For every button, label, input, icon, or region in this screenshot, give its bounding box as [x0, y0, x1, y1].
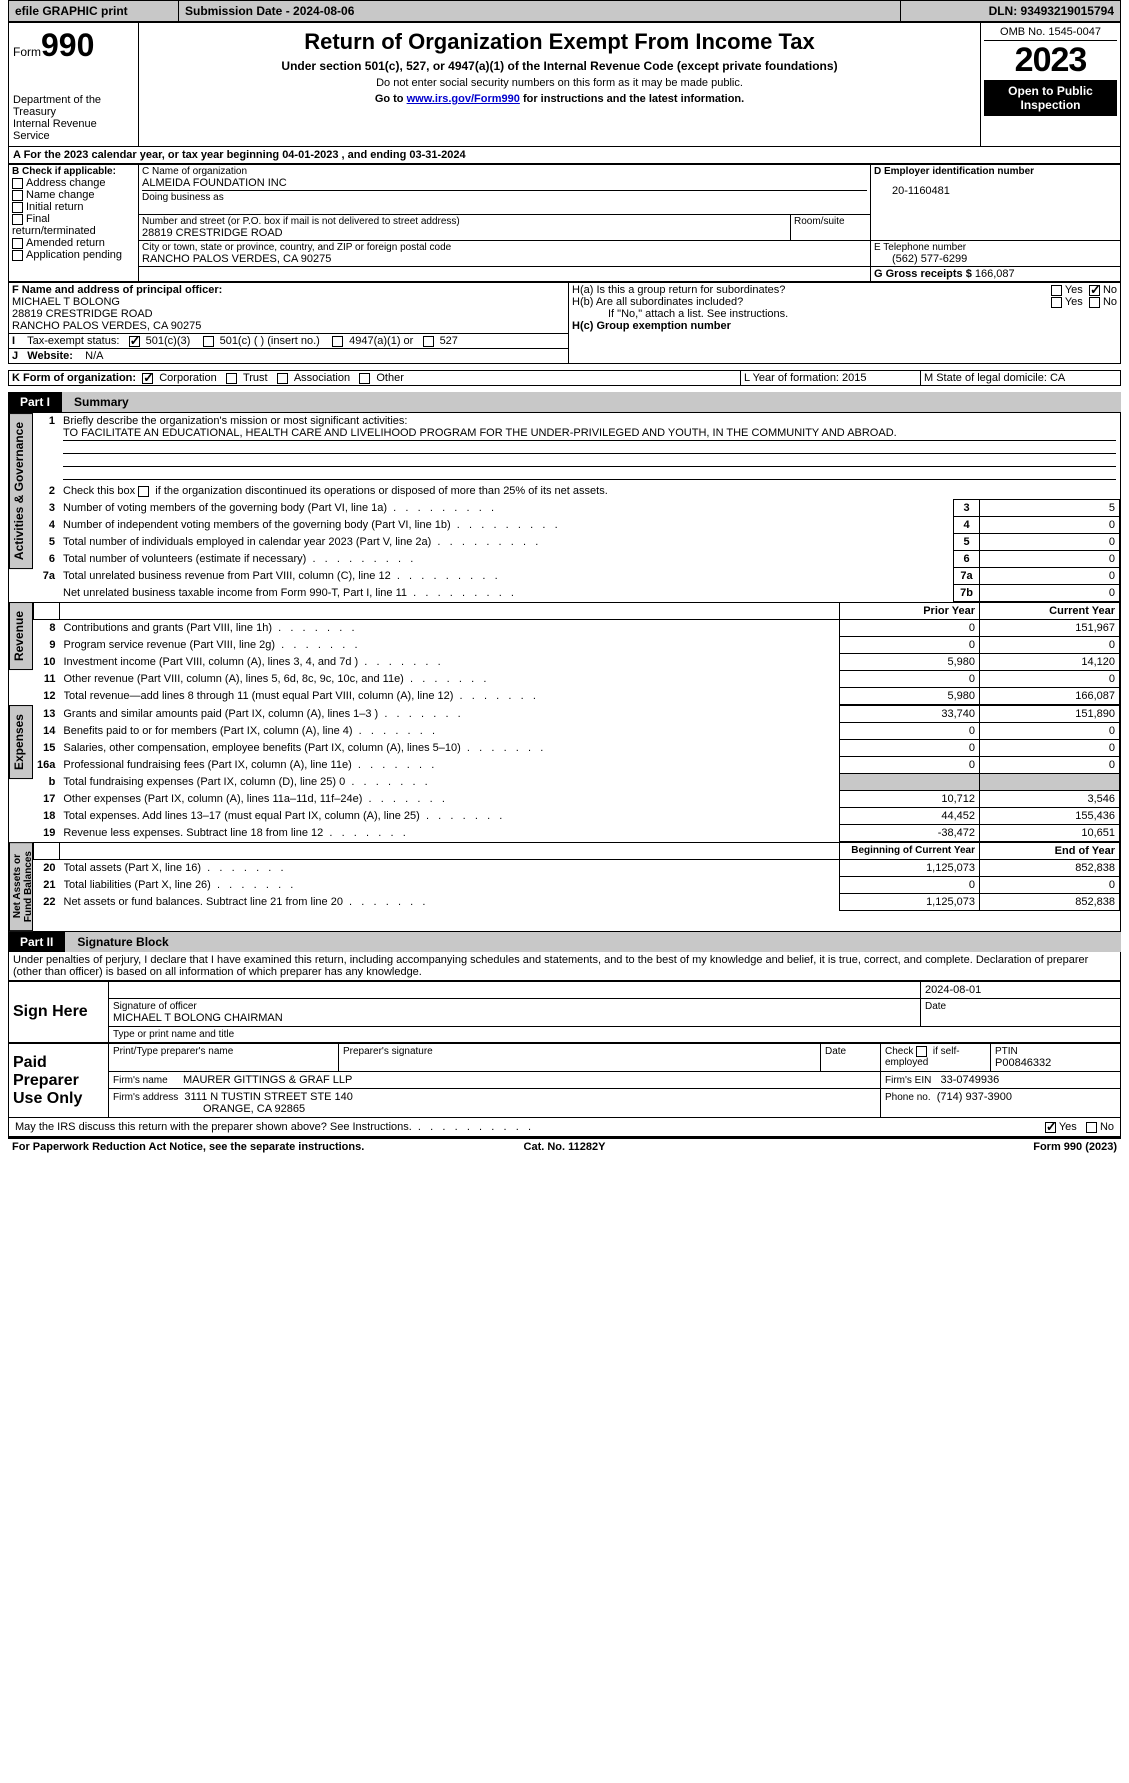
irs-link[interactable]: www.irs.gov/Form990	[407, 93, 520, 105]
checkbox-final-return[interactable]	[12, 214, 23, 225]
form-number-cell: Form990 Department of the Treasury Inter…	[9, 23, 139, 147]
submission-date: Submission Date - 2024-08-06	[179, 1, 901, 22]
line-2: Check this box if the organization disco…	[59, 483, 1120, 500]
form-title: Return of Organization Exempt From Incom…	[147, 29, 972, 55]
vlabel-revenue: Revenue	[9, 602, 33, 670]
summary-line: b Total fundraising expenses (Part IX, c…	[33, 774, 1120, 791]
summary-line: Net unrelated business taxable income fr…	[33, 585, 1120, 602]
section-j: J Website: N/A	[9, 349, 569, 364]
dept-treasury: Department of the Treasury Internal Reve…	[13, 64, 134, 142]
summary-line: 11 Other revenue (Part VIII, column (A),…	[34, 671, 1120, 688]
part-i-header: Part I Summary	[8, 392, 1121, 412]
checkbox-amended[interactable]	[12, 238, 23, 249]
summary-line: 15 Salaries, other compensation, employe…	[33, 740, 1120, 757]
summary-line: 10 Investment income (Part VIII, column …	[34, 654, 1120, 671]
form-word: Form	[13, 45, 41, 59]
summary-line: 20 Total assets (Part X, line 16) . . . …	[34, 860, 1120, 877]
checkbox-self-employed[interactable]	[916, 1046, 927, 1057]
checkbox-initial-return[interactable]	[12, 202, 23, 213]
section-g-receipts: G Gross receipts $ 166,087	[871, 267, 1121, 282]
checkbox-trust[interactable]	[226, 373, 237, 384]
part-ii-header: Part II Signature Block	[8, 932, 1121, 952]
summary-line: 12 Total revenue—add lines 8 through 11 …	[34, 688, 1120, 705]
omb-number: OMB No. 1545-0047	[984, 24, 1117, 41]
summary-line: 3 Number of voting members of the govern…	[33, 500, 1120, 517]
section-a-line: A For the 2023 calendar year, or tax yea…	[8, 147, 1121, 164]
section-h: H(a) Is this a group return for subordin…	[569, 283, 1121, 364]
perjury-statement: Under penalties of perjury, I declare th…	[8, 952, 1121, 981]
checkbox-discuss-no[interactable]	[1086, 1122, 1097, 1133]
summary-line: 17 Other expenses (Part IX, column (A), …	[33, 791, 1120, 808]
discuss-line: May the IRS discuss this return with the…	[8, 1118, 1121, 1137]
summary-line: 13 Grants and similar amounts paid (Part…	[33, 706, 1120, 723]
paid-preparer-block: Paid Preparer Use Only Print/Type prepar…	[8, 1043, 1121, 1118]
form-header: Form990 Department of the Treasury Inter…	[8, 22, 1121, 147]
section-f: F Name and address of principal officer:…	[9, 283, 569, 334]
section-e-phone: E Telephone number (562) 577-6299	[871, 241, 1121, 267]
checkbox-address-change[interactable]	[12, 178, 23, 189]
checkbox-501c[interactable]	[203, 336, 214, 347]
dln: DLN: 93493219015794	[901, 1, 1121, 22]
checkbox-discuss-yes[interactable]	[1045, 1122, 1056, 1133]
summary-line: 16a Professional fundraising fees (Part …	[33, 757, 1120, 774]
line-1: Briefly describe the organization's miss…	[59, 413, 1120, 483]
summary-line: 7a Total unrelated business revenue from…	[33, 568, 1120, 585]
section-k: K Form of organization: Corporation Trus…	[9, 371, 741, 386]
summary-line: 9 Program service revenue (Part VIII, li…	[34, 637, 1120, 654]
section-b: B Check if applicable: Address change Na…	[9, 165, 139, 282]
checkbox-ha-no[interactable]	[1089, 285, 1100, 296]
section-l: L Year of formation: 2015	[741, 371, 921, 386]
efile-print[interactable]: efile GRAPHIC print	[9, 1, 179, 22]
section-c-city: City or town, state or province, country…	[139, 241, 871, 267]
summary-line: 19 Revenue less expenses. Subtract line …	[33, 825, 1120, 842]
checkbox-501c3[interactable]	[129, 336, 140, 347]
form-note1: Do not enter social security numbers on …	[147, 77, 972, 89]
summary-line: 5 Total number of individuals employed i…	[33, 534, 1120, 551]
checkbox-assoc[interactable]	[277, 373, 288, 384]
section-m: M State of legal domicile: CA	[921, 371, 1121, 386]
checkbox-corp[interactable]	[142, 373, 153, 384]
checkbox-527[interactable]	[423, 336, 434, 347]
sign-here-block: Sign Here 2024-08-01 Signature of office…	[8, 981, 1121, 1043]
section-d-ein: D Employer identification number 20-1160…	[871, 165, 1121, 241]
form-note2: Go to www.irs.gov/Form990 for instructio…	[147, 93, 972, 105]
form-subtitle: Under section 501(c), 527, or 4947(a)(1)…	[147, 59, 972, 73]
vlabel-netassets: Net Assets or Fund Balances	[9, 842, 33, 931]
summary-line: 6 Total number of volunteers (estimate i…	[33, 551, 1120, 568]
checkbox-discontinued[interactable]	[138, 486, 149, 497]
section-i: I Tax-exempt status: 501(c)(3) 501(c) ( …	[9, 334, 569, 349]
page-footer: For Paperwork Reduction Act Notice, see …	[8, 1137, 1121, 1157]
section-c-addr: Number and street (or P.O. box if mail i…	[139, 215, 791, 241]
open-to-public: Open to Public Inspection	[984, 80, 1117, 116]
checkbox-4947[interactable]	[332, 336, 343, 347]
summary-line: 21 Total liabilities (Part X, line 26) .…	[34, 877, 1120, 894]
title-cell: Return of Organization Exempt From Incom…	[139, 23, 981, 147]
summary-line: 14 Benefits paid to or for members (Part…	[33, 723, 1120, 740]
vlabel-activities: Activities & Governance	[9, 413, 33, 569]
summary-table: Activities & Governance 1 Briefly descri…	[8, 412, 1121, 932]
topbar: efile GRAPHIC print Submission Date - 20…	[8, 0, 1121, 22]
form-number: 990	[41, 27, 94, 63]
checkbox-ha-yes[interactable]	[1051, 285, 1062, 296]
summary-line: 22 Net assets or fund balances. Subtract…	[34, 894, 1120, 911]
sections-bcdeg: B Check if applicable: Address change Na…	[8, 164, 1121, 282]
checkbox-other[interactable]	[359, 373, 370, 384]
checkbox-pending[interactable]	[12, 250, 23, 261]
checkbox-hb-yes[interactable]	[1051, 297, 1062, 308]
checkbox-name-change[interactable]	[12, 190, 23, 201]
summary-line: 8 Contributions and grants (Part VIII, l…	[34, 620, 1120, 637]
summary-line: 4 Number of independent voting members o…	[33, 517, 1120, 534]
vlabel-expenses: Expenses	[9, 705, 33, 779]
sections-klm: K Form of organization: Corporation Trus…	[8, 370, 1121, 386]
summary-line: 18 Total expenses. Add lines 13–17 (must…	[33, 808, 1120, 825]
section-c-name: C Name of organization ALMEIDA FOUNDATIO…	[139, 165, 871, 215]
form-990-page: efile GRAPHIC print Submission Date - 20…	[0, 0, 1129, 1157]
sections-fhij: F Name and address of principal officer:…	[8, 282, 1121, 364]
section-c-room: Room/suite	[791, 215, 871, 241]
checkbox-hb-no[interactable]	[1089, 297, 1100, 308]
tax-year: 2023	[984, 41, 1117, 80]
year-cell: OMB No. 1545-0047 2023 Open to Public In…	[981, 23, 1121, 147]
